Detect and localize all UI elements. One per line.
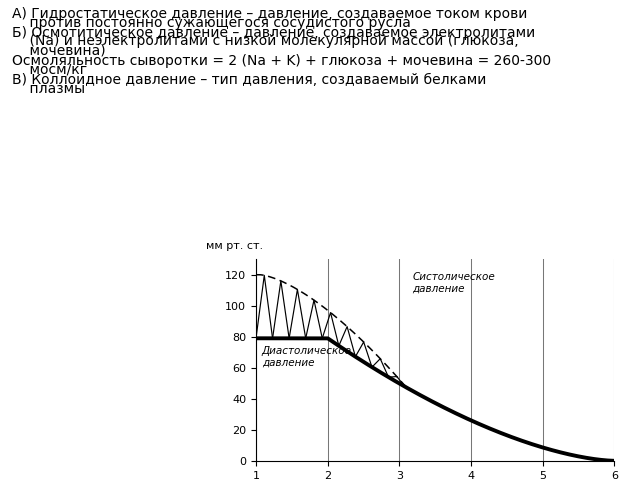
Text: мочевина): мочевина)	[12, 43, 105, 57]
Text: Б) Осмотитическое давление – давление, создаваемое электролитами: Б) Осмотитическое давление – давление, с…	[12, 25, 535, 39]
Text: (Na) и неэлектролитами с низкой молекулярной массой (глюкоза,: (Na) и неэлектролитами с низкой молекуля…	[12, 35, 518, 48]
Text: мосм/кг: мосм/кг	[12, 62, 86, 77]
Text: Осмоляльность сыворотки = 2 (Na + K) + глюкоза + мочевина = 260-300: Осмоляльность сыворотки = 2 (Na + K) + г…	[12, 54, 550, 68]
Text: мм рт. ст.: мм рт. ст.	[206, 241, 263, 251]
Text: В) Коллоидное давление – тип давления, создаваемый белками: В) Коллоидное давление – тип давления, с…	[12, 73, 486, 87]
Text: А) Гидростатическое давление – давление, создаваемое током крови: А) Гидростатическое давление – давление,…	[12, 7, 527, 21]
Text: Систолическое
давление: Систолическое давление	[412, 272, 495, 293]
Text: Диастолическое
давление: Диастолическое давление	[262, 346, 352, 368]
Text: плазмы: плазмы	[12, 82, 84, 96]
Text: против постоянно сужающегося сосудистого русла: против постоянно сужающегося сосудистого…	[12, 15, 410, 30]
